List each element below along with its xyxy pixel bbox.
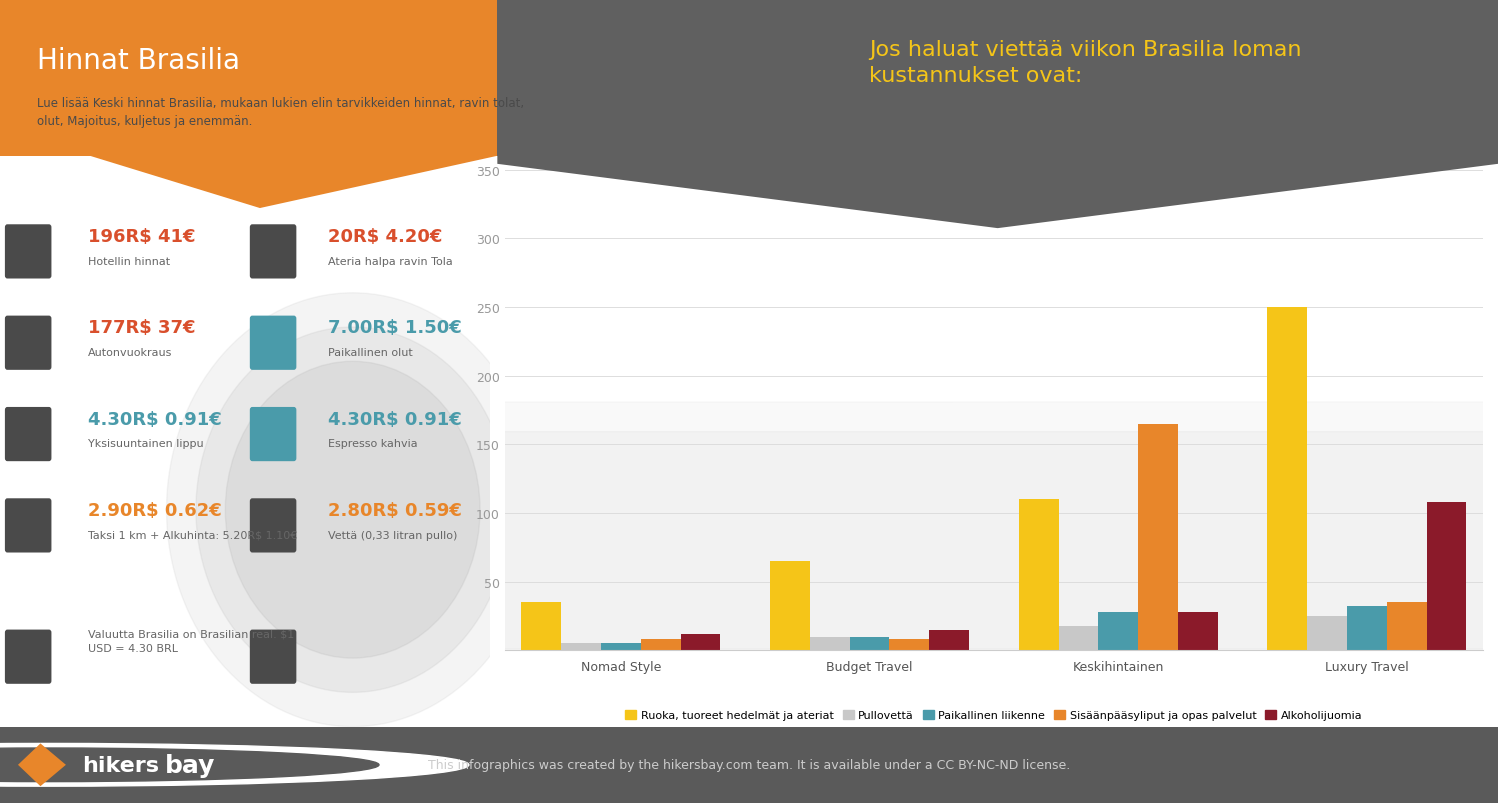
FancyBboxPatch shape — [250, 225, 297, 279]
FancyBboxPatch shape — [250, 407, 297, 462]
Text: 20R$ 4.20€: 20R$ 4.20€ — [328, 228, 442, 246]
Bar — [562, 643, 601, 650]
FancyBboxPatch shape — [250, 316, 297, 370]
Text: 7.00R$ 1.50€: 7.00R$ 1.50€ — [328, 319, 461, 337]
Bar — [1138, 424, 1177, 650]
Bar — [810, 637, 849, 650]
Bar — [1177, 612, 1218, 650]
Text: Hotellin hinnat: Hotellin hinnat — [88, 256, 171, 267]
Bar — [1059, 626, 1098, 650]
Text: Autonvuokraus: Autonvuokraus — [88, 348, 172, 357]
Bar — [929, 630, 969, 650]
Text: Hinnat Brasilia: Hinnat Brasilia — [37, 47, 241, 75]
Text: Paikallinen olut: Paikallinen olut — [328, 348, 413, 357]
Bar — [680, 634, 721, 650]
FancyBboxPatch shape — [250, 499, 297, 552]
Bar — [0, 0, 497, 157]
FancyBboxPatch shape — [4, 407, 51, 462]
Text: Ateria halpa ravin Tola: Ateria halpa ravin Tola — [328, 256, 452, 267]
Bar — [890, 639, 929, 650]
Text: 2.90R$ 0.62€: 2.90R$ 0.62€ — [88, 502, 222, 520]
Bar — [1267, 308, 1308, 650]
FancyBboxPatch shape — [4, 225, 51, 279]
Polygon shape — [497, 157, 1498, 229]
Circle shape — [0, 744, 469, 786]
Polygon shape — [90, 157, 497, 209]
Bar — [641, 639, 680, 650]
FancyBboxPatch shape — [4, 499, 51, 552]
Text: This infographics was created by the hikersbay.com team. It is available under a: This infographics was created by the hik… — [428, 758, 1070, 772]
Text: 4.30R$ 0.91€: 4.30R$ 0.91€ — [328, 410, 461, 428]
Polygon shape — [18, 744, 66, 786]
Text: 4.30R$ 0.91€: 4.30R$ 0.91€ — [88, 410, 222, 428]
FancyBboxPatch shape — [4, 316, 51, 370]
Text: bay: bay — [165, 753, 216, 777]
Circle shape — [0, 432, 1498, 650]
Legend: Ruoka, tuoreet hedelmät ja ateriat, Pullovettä, Paikallinen liikenne, Sisäänpääs: Ruoka, tuoreet hedelmät ja ateriat, Pull… — [620, 705, 1368, 724]
Circle shape — [0, 402, 1498, 679]
Bar — [601, 643, 641, 650]
Circle shape — [225, 362, 479, 658]
Bar — [1426, 503, 1467, 650]
Bar — [849, 637, 890, 650]
Circle shape — [166, 293, 539, 727]
Text: 177R$ 37€: 177R$ 37€ — [88, 319, 196, 337]
Text: Valuutta Brasilia on Brasilian real. $1
USD = 4.30 BRL: Valuutta Brasilia on Brasilian real. $1 … — [88, 630, 295, 653]
Text: Vettä (0,33 litran pullo): Vettä (0,33 litran pullo) — [328, 530, 457, 540]
FancyBboxPatch shape — [4, 630, 51, 684]
Bar — [1308, 616, 1347, 650]
Circle shape — [196, 328, 509, 692]
Text: 2.80R$ 0.59€: 2.80R$ 0.59€ — [328, 502, 461, 520]
Text: Taksi 1 km + Alkuhinta: 5.20R$ 1.10€: Taksi 1 km + Alkuhinta: 5.20R$ 1.10€ — [88, 530, 298, 540]
Bar — [497, 0, 1498, 157]
Text: 196R$ 41€: 196R$ 41€ — [88, 228, 196, 246]
Text: Espresso kahvia: Espresso kahvia — [328, 438, 418, 449]
Bar — [521, 602, 562, 650]
Text: Yksisuuntainen lippu: Yksisuuntainen lippu — [88, 438, 204, 449]
Text: Lue lisää Keski hinnat Brasilia, mukaan lukien elin tarvikkeiden hinnat, ravin t: Lue lisää Keski hinnat Brasilia, mukaan … — [37, 97, 524, 128]
Bar — [1347, 606, 1387, 650]
Text: hikers: hikers — [82, 755, 159, 775]
FancyBboxPatch shape — [250, 630, 297, 684]
Bar — [1019, 499, 1059, 650]
Circle shape — [0, 748, 379, 781]
Bar — [1387, 602, 1426, 650]
Text: Jos haluat viettää viikon Brasilia loman
kustannukset ovat:: Jos haluat viettää viikon Brasilia loman… — [869, 39, 1302, 86]
Bar — [770, 561, 810, 650]
Bar — [1098, 612, 1138, 650]
